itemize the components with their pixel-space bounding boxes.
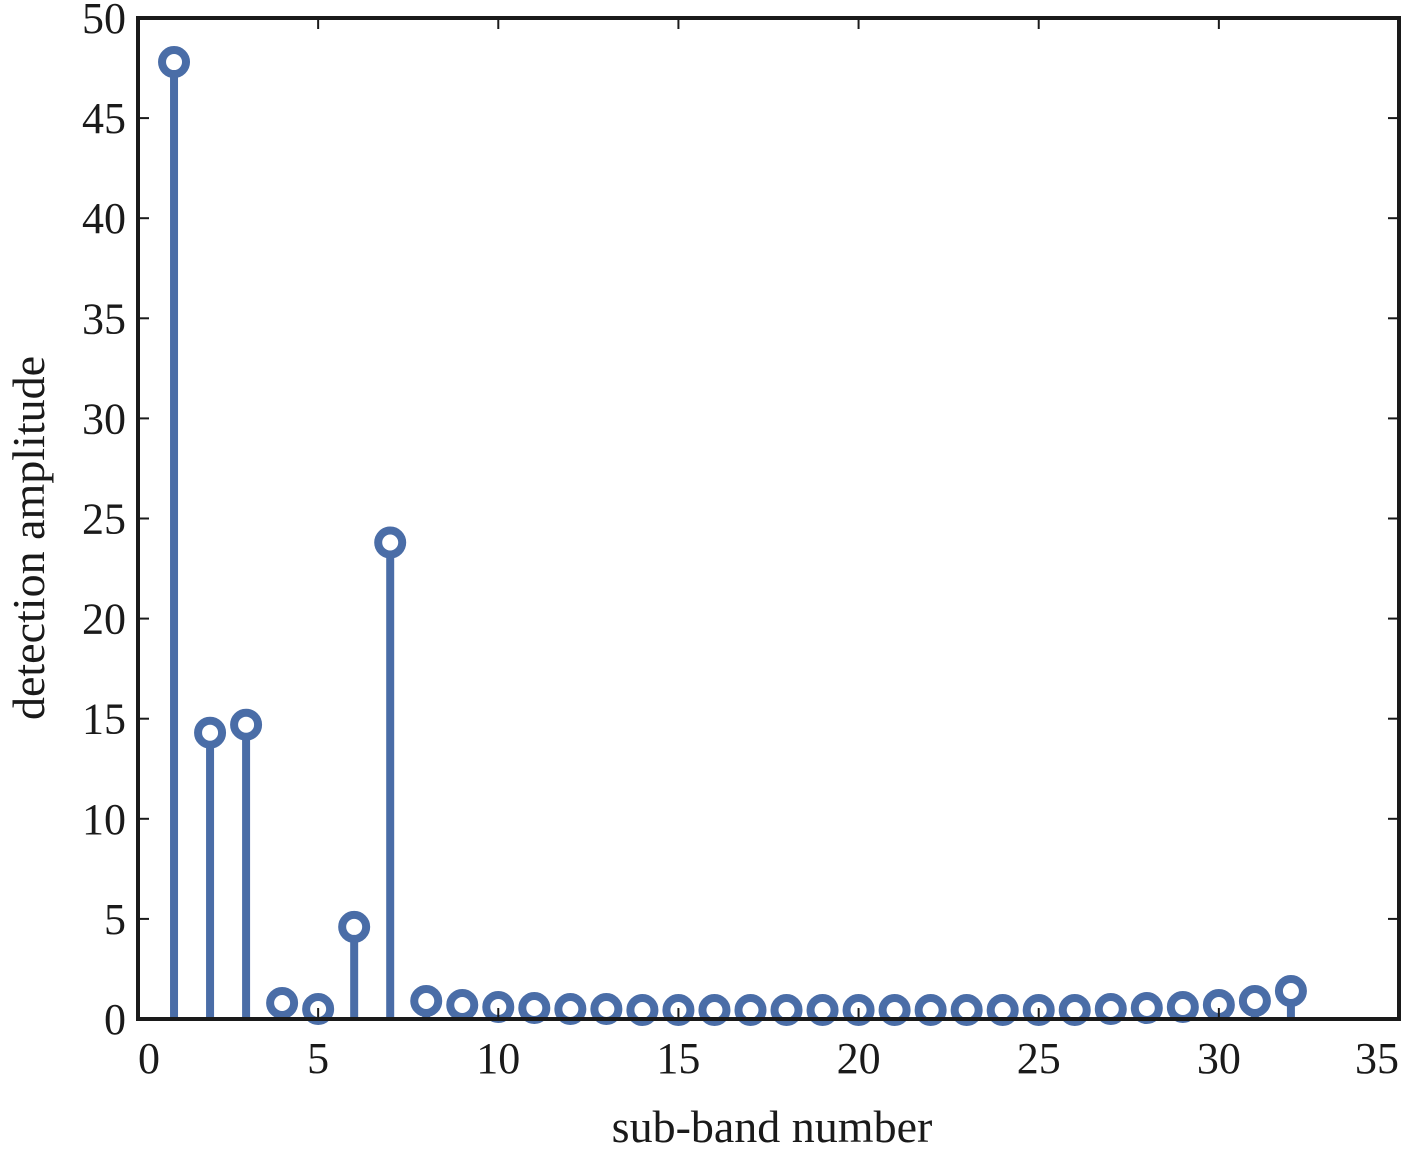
x-tick-label-10: 10 bbox=[476, 1034, 520, 1083]
x-tick-label-0: 0 bbox=[138, 1034, 160, 1083]
stem-marker-7 bbox=[374, 526, 407, 559]
stem-marker-9 bbox=[446, 988, 479, 1021]
tick-labels-layer: 0 5 10 15 20 25 30 35 0 5 10 15 20 25 30 35 40 45 50 bbox=[82, 0, 1399, 1083]
stem-marker-2 bbox=[194, 716, 227, 749]
stem-marker-17 bbox=[734, 993, 767, 1026]
x-axis-label: sub-band number bbox=[612, 1101, 933, 1147]
x-tick-label-15: 15 bbox=[656, 1034, 700, 1083]
stem-marker-1 bbox=[158, 46, 191, 79]
y-tick-label-40: 40 bbox=[82, 194, 126, 243]
y-tick-label-0: 0 bbox=[104, 995, 126, 1044]
stem-marker-29 bbox=[1166, 990, 1199, 1023]
stem-marker-31 bbox=[1238, 984, 1271, 1017]
y-tick-label-25: 25 bbox=[82, 495, 126, 544]
x-tick-label-35: 35 bbox=[1355, 1034, 1399, 1083]
stem-marker-32 bbox=[1274, 974, 1307, 1007]
y-tick-label-15: 15 bbox=[82, 695, 126, 744]
y-tick-label-45: 45 bbox=[82, 94, 126, 143]
stem-marker-4 bbox=[266, 986, 299, 1019]
y-tick-label-30: 30 bbox=[82, 394, 126, 443]
stem-marker-16 bbox=[698, 993, 731, 1026]
y-tick-label-20: 20 bbox=[82, 595, 126, 644]
x-tick-label-20: 20 bbox=[837, 1034, 881, 1083]
stem-marker-11 bbox=[518, 991, 551, 1024]
x-tick-label-5: 5 bbox=[307, 1034, 329, 1083]
stems-layer bbox=[158, 46, 1307, 1026]
x-tick-label-25: 25 bbox=[1017, 1034, 1061, 1083]
stem-marker-21 bbox=[878, 993, 911, 1026]
x-tick-label-30: 30 bbox=[1197, 1034, 1241, 1083]
stem-marker-24 bbox=[986, 993, 1019, 1026]
stem-marker-23 bbox=[950, 993, 983, 1026]
stem-marker-8 bbox=[410, 984, 443, 1017]
stem-marker-26 bbox=[1058, 993, 1091, 1026]
y-tick-label-35: 35 bbox=[82, 294, 126, 343]
plot-frame bbox=[136, 16, 1401, 1021]
stem-marker-14 bbox=[626, 993, 659, 1026]
stem-marker-28 bbox=[1130, 991, 1163, 1024]
ticks-layer bbox=[137, 17, 1400, 1020]
stem-marker-19 bbox=[806, 993, 839, 1026]
stem-marker-18 bbox=[770, 993, 803, 1026]
stem-marker-6 bbox=[338, 910, 371, 943]
y-tick-label-5: 5 bbox=[104, 895, 126, 944]
stem-marker-3 bbox=[230, 708, 263, 741]
stem-marker-22 bbox=[914, 993, 947, 1026]
y-tick-label-10: 10 bbox=[82, 795, 126, 844]
y-axis-label: detection amplitude bbox=[3, 356, 54, 720]
y-tick-label-50: 50 bbox=[82, 0, 126, 43]
